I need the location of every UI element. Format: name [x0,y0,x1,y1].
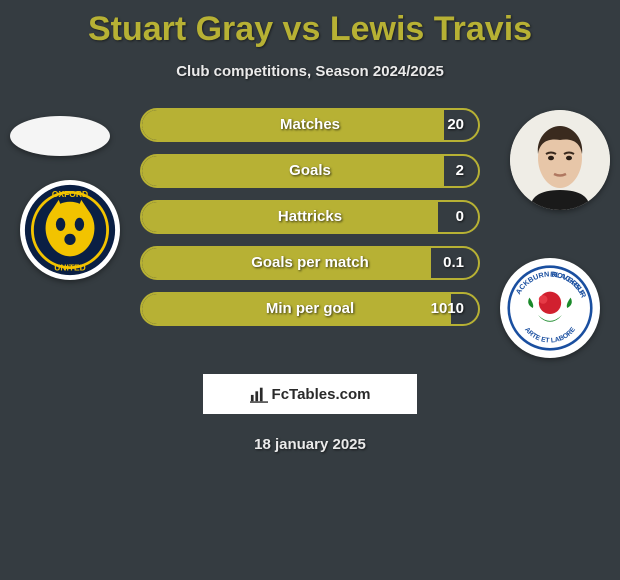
stat-label: Goals per match [142,248,478,278]
player-right-avatar [510,110,610,210]
stat-label: Matches [142,110,478,140]
date-label: 18 january 2025 [0,436,620,453]
stat-value: 2 [456,156,464,186]
stat-row: Goals2 [140,154,480,188]
bars-icon [250,385,268,403]
stat-label: Min per goal [142,294,478,324]
page-title: Stuart Gray vs Lewis Travis [0,0,620,49]
stat-value: 0 [456,202,464,232]
stat-row: Min per goal1010 [140,292,480,326]
blackburn-rovers-crest-icon: BLACKBURN ROVERS F.C. BLACKBURN ROVERS F… [507,265,593,351]
stat-row: Matches20 [140,108,480,142]
stat-value: 20 [447,110,464,140]
comparison-panel: OXFORD UNITED BLACKBURN ROVERS F.C. BLAC… [0,110,620,370]
stats-rows: Matches20Goals2Hattricks0Goals per match… [140,108,480,338]
stat-label: Goals [142,156,478,186]
oxford-united-crest-icon: OXFORD UNITED [23,183,117,277]
svg-text:UNITED: UNITED [54,262,85,272]
player-right-face-icon [510,110,610,210]
stat-row: Hattricks0 [140,200,480,234]
stat-label: Hattricks [142,202,478,232]
club-left-badge: OXFORD UNITED [20,180,120,280]
watermark: FcTables.com [203,374,417,414]
player-left-avatar [10,116,110,156]
stat-value: 0.1 [443,248,464,278]
club-right-badge: BLACKBURN ROVERS F.C. BLACKBURN ROVERS F… [500,258,600,358]
stat-value: 1010 [431,294,464,324]
svg-text:OXFORD: OXFORD [52,189,88,199]
watermark-text: FcTables.com [272,386,371,403]
subtitle: Club competitions, Season 2024/2025 [0,63,620,80]
stat-row: Goals per match0.1 [140,246,480,280]
